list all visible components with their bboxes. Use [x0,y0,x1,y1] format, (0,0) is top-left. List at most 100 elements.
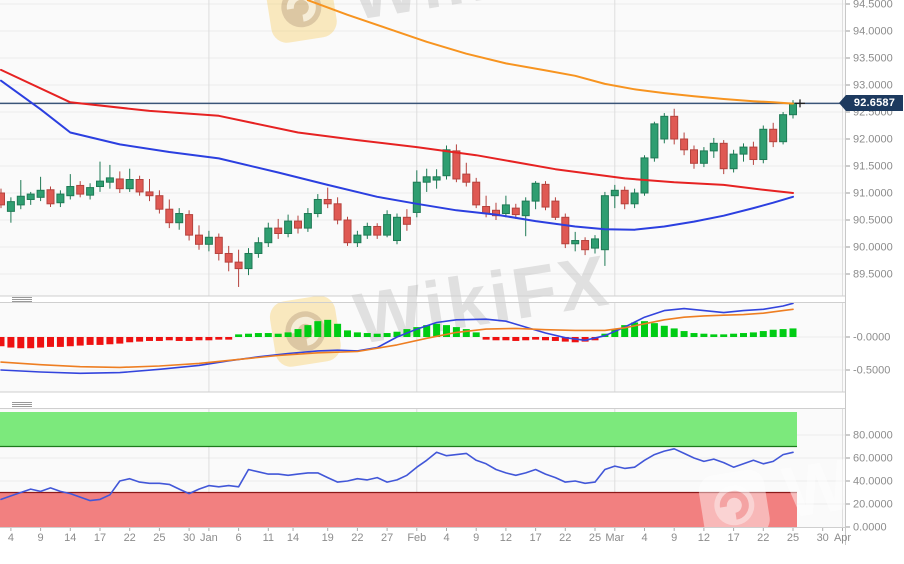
macd-bar-up [690,333,698,337]
macd-bar-down [195,337,203,341]
time-tick-label: 30 [817,532,829,544]
time-tick-label: 25 [787,532,799,544]
candle [234,261,243,270]
candle [373,225,382,236]
candle [789,102,797,116]
candle [254,242,263,254]
macd-bar-up [264,333,272,337]
candle [244,252,253,270]
price-axis[interactable]: 94.500094.000093.500093.000092.500092.00… [846,0,893,534]
panel-resize-grip[interactable] [12,297,32,302]
macd-bar-down [551,337,559,341]
macd-bar-up [641,321,648,337]
candle [531,182,540,202]
axis-tick-label: 93.0000 [853,80,893,92]
macd-bar-up [631,322,639,337]
macd-bar-up [759,331,767,337]
candle [412,181,421,213]
macd-bar-down [225,337,233,340]
axis-tick-label: 93.5000 [853,53,893,65]
macd-bar-up [621,325,629,337]
macd-bar-up [373,333,381,337]
candle [343,219,352,244]
macd-bar-up [789,328,797,337]
macd-bar-down [146,337,153,341]
macd-bar-up [254,333,262,337]
candle [393,216,401,242]
candle [492,209,500,217]
macd-bar-up [472,332,480,337]
candle [274,227,283,235]
macd-bar-up [740,333,747,337]
candle [769,128,778,143]
current-price-badge: 92.6587 [839,95,903,111]
candle [709,142,718,152]
candle [96,180,104,188]
candle [303,213,312,229]
axis-tick-label: 40.0000 [853,476,893,488]
candle [571,240,580,245]
candle [224,252,233,263]
time-tick-label: 14 [64,532,76,544]
candle [739,146,748,155]
candle [66,186,75,197]
time-axis[interactable]: 4 9 14 17 22 25 30 Jan 6 11 14 19 22 27 Feb 4 9 12 17 22 25 M… [0,527,851,545]
macd-bar-up [749,332,757,337]
macd-bar-up [670,328,678,337]
candle [313,198,322,215]
macd-bar-down [561,337,569,342]
time-tick-label: 11 [263,532,274,544]
macd-bar-up [650,323,658,337]
candle [363,225,372,236]
macd-bar-up [769,329,777,337]
macd-bar-up [423,325,431,337]
macd-bar-down [165,337,173,341]
candle [383,214,392,236]
macd-panel[interactable] [0,303,845,392]
axis-tick-label: 80.0000 [853,430,893,442]
panel-resize-grip[interactable] [12,402,32,407]
macd-bar-up [393,331,401,337]
candle [591,238,599,249]
time-tick-label: Mar [605,532,624,544]
candle [264,227,273,244]
macd-bar-down [66,337,74,347]
time-tick-label: 14 [287,532,299,544]
macd-bar-up [611,329,619,337]
time-tick-label: 9 [671,532,677,544]
candle [452,150,461,180]
macd-bar-down [96,337,104,345]
candle [284,220,293,235]
time-tick-label: 25 [589,532,601,544]
macd-bar-up [443,325,450,337]
candle [155,195,164,210]
macd-bar-down [155,337,163,341]
macd-bar-down [86,337,94,345]
candle [719,142,728,170]
time-tick-label: Feb [407,532,426,544]
candle [699,150,708,164]
candle [105,177,114,183]
macd-bar-up [304,325,312,337]
candle [432,176,441,181]
time-tick-label: 30 [183,532,195,544]
macd-bar-up [314,321,322,337]
time-tick-label: 22 [124,532,136,544]
candle [561,216,570,245]
macd-bar-up [660,325,668,337]
candle [511,207,520,216]
macd-bar-down [482,337,490,340]
candle [610,189,619,197]
time-tick-label: 17 [529,532,541,544]
watermark: WikiFX [698,415,845,527]
candle [779,114,788,143]
candle [135,179,144,193]
candle [541,183,550,208]
time-tick-label: 4 [8,532,14,544]
candlestick-series [0,100,797,287]
macd-bar-up [779,329,787,337]
candle [76,184,85,195]
candle [145,191,154,197]
macd-bar-down [7,337,15,348]
